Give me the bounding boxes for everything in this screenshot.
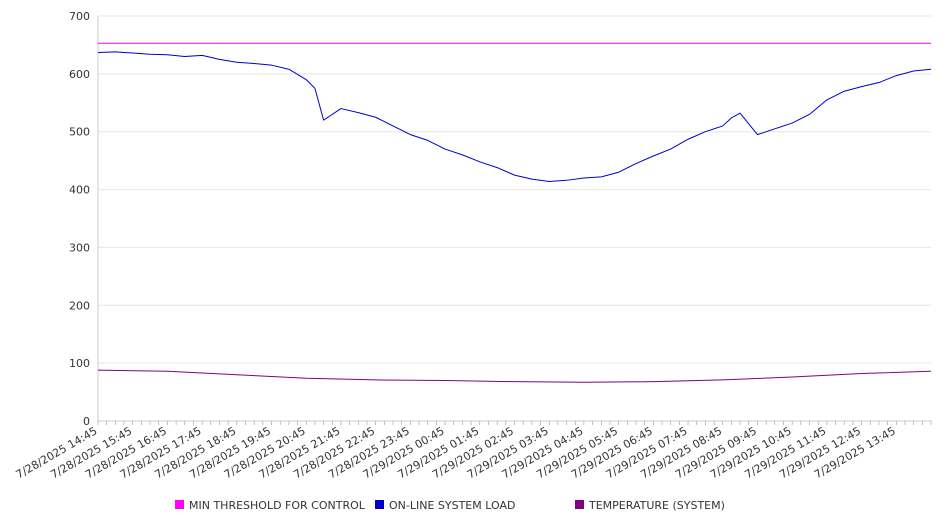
y-tick-label: 700 <box>69 10 90 23</box>
series-line <box>97 51 932 182</box>
y-tick-label: 100 <box>69 357 90 370</box>
y-tick-label: 600 <box>69 68 90 81</box>
y-tick-label: 200 <box>69 299 90 312</box>
legend-swatch <box>575 500 584 509</box>
legend-swatch <box>375 500 384 509</box>
y-tick-label: 0 <box>83 415 90 428</box>
legend: MIN THRESHOLD FOR CONTROL ON-LINE SYSTEM … <box>175 499 725 512</box>
legend-label: MIN THRESHOLD FOR CONTROL <box>189 499 366 512</box>
y-tick-label: 400 <box>69 184 90 197</box>
legend-swatch <box>175 500 184 509</box>
y-tick-label: 300 <box>69 241 90 254</box>
y-axis: 0 100 200 300 400 500 600 700 <box>69 10 99 428</box>
series-lines <box>97 42 932 383</box>
y-tick-label: 500 <box>69 126 90 139</box>
legend-label: ON-LINE SYSTEM LOAD <box>389 499 515 512</box>
grid-lines <box>98 15 931 364</box>
legend-label: TEMPERATURE (SYSTEM) <box>588 499 725 512</box>
series-line <box>97 369 932 383</box>
x-axis: 7/28/2025 14:457/28/2025 15:457/28/2025 … <box>14 420 932 481</box>
